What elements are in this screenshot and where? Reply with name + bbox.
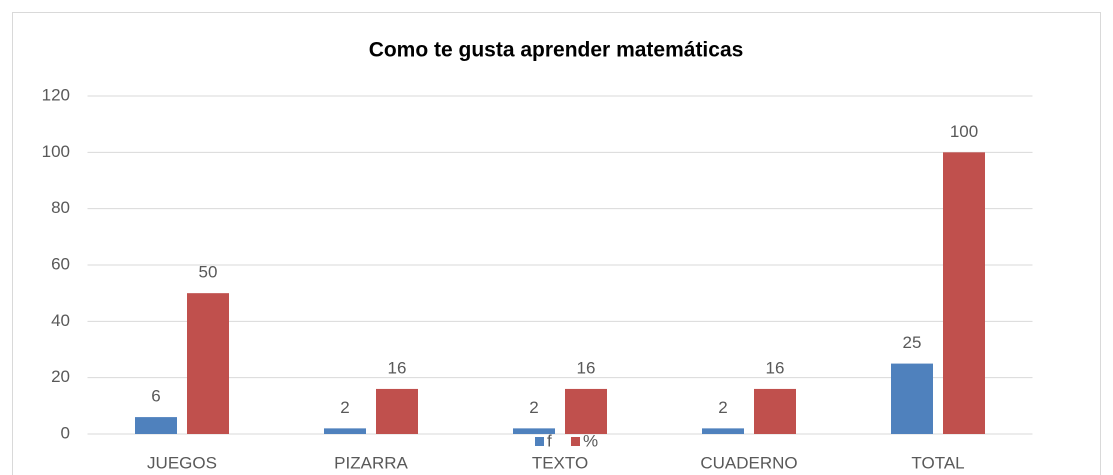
bar (513, 428, 555, 434)
x-tick-label: CUADERNO (700, 453, 797, 472)
legend-label: f (547, 431, 552, 450)
bar (565, 388, 607, 434)
data-label: 16 (766, 358, 785, 377)
bar (891, 363, 933, 434)
y-tick-label: 20 (51, 367, 70, 386)
bar (754, 388, 796, 434)
y-tick-label: 60 (51, 254, 70, 273)
bar (376, 388, 418, 434)
data-label: 25 (903, 333, 922, 352)
bar (135, 417, 177, 434)
bar (324, 428, 366, 434)
y-tick-label: 80 (51, 198, 70, 217)
chart-frame (12, 12, 1101, 475)
data-label: 6 (151, 387, 160, 406)
bar (943, 152, 985, 435)
y-tick-label: 40 (51, 311, 70, 330)
y-tick-label: 120 (42, 85, 70, 104)
x-tick-label: PIZARRA (334, 453, 408, 472)
data-label: 2 (529, 398, 538, 417)
data-label: 16 (577, 358, 596, 377)
x-tick-label: TOTAL (911, 453, 964, 472)
legend-swatch (535, 437, 544, 446)
y-tick-label: 100 (42, 142, 70, 161)
legend-label: % (583, 431, 598, 450)
data-label: 50 (199, 263, 218, 282)
bar (702, 428, 744, 434)
chart-title: Como te gusta aprender matemáticas (369, 39, 744, 62)
bar (187, 293, 229, 434)
data-label: 100 (950, 122, 978, 141)
legend-swatch (571, 437, 580, 446)
data-label: 16 (388, 358, 407, 377)
x-tick-label: JUEGOS (147, 453, 217, 472)
x-tick-label: TEXTO (532, 453, 588, 472)
data-label: 2 (718, 398, 727, 417)
y-tick-label: 0 (61, 423, 70, 442)
data-label: 2 (340, 398, 349, 417)
